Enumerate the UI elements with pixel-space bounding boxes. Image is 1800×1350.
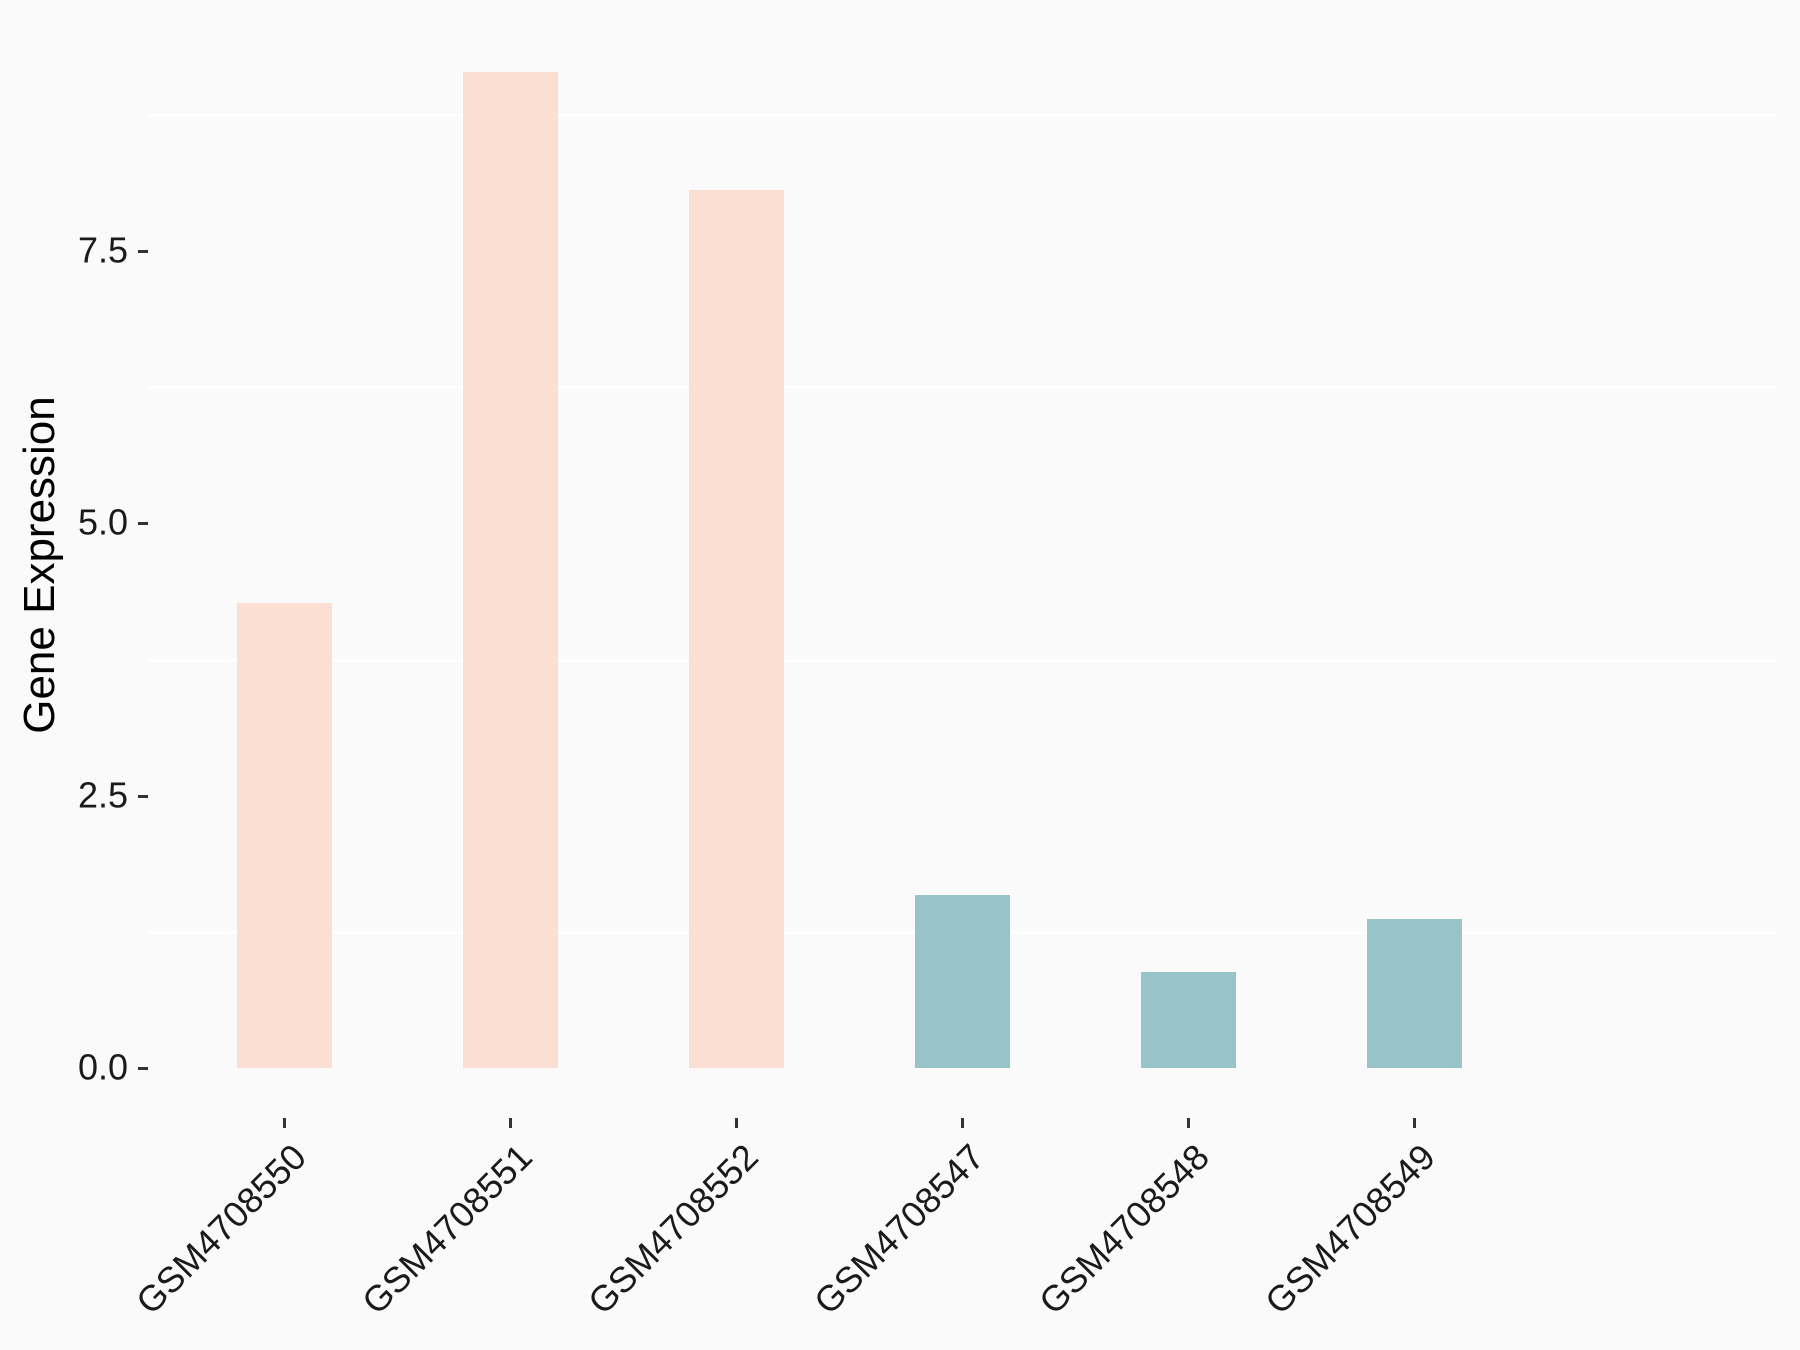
y-tick-label: 5.0 xyxy=(77,501,128,543)
y-axis-title: Gene Expression xyxy=(15,396,64,734)
y-tick-mark xyxy=(138,522,148,526)
minor-gridline xyxy=(149,386,1776,390)
minor-gridline xyxy=(149,113,1776,117)
y-tick-mark xyxy=(138,1067,148,1070)
x-tick-label: GSM4708550 xyxy=(127,1136,314,1323)
y-tick-mark xyxy=(138,794,148,798)
bar-GSM4708549 xyxy=(1366,918,1462,1068)
bar-GSM4708550 xyxy=(237,602,333,1068)
y-tick-label: 7.5 xyxy=(77,229,128,271)
y-tick-label: 0.0 xyxy=(77,1046,128,1088)
y-tick-label: 2.5 xyxy=(77,773,128,815)
x-tick-mark xyxy=(735,1118,739,1128)
minor-gridline xyxy=(149,658,1776,662)
y-tick-mark xyxy=(138,250,148,254)
x-tick-mark xyxy=(283,1118,287,1128)
x-tick-mark xyxy=(1186,1118,1190,1128)
bar-GSM4708548 xyxy=(1140,972,1236,1068)
x-tick-mark xyxy=(509,1118,513,1128)
bar-GSM4708552 xyxy=(689,190,785,1068)
x-tick-mark xyxy=(961,1118,964,1128)
bar-GSM4708547 xyxy=(915,894,1010,1068)
x-tick-mark xyxy=(1412,1118,1416,1128)
bar-GSM4708551 xyxy=(463,72,559,1068)
